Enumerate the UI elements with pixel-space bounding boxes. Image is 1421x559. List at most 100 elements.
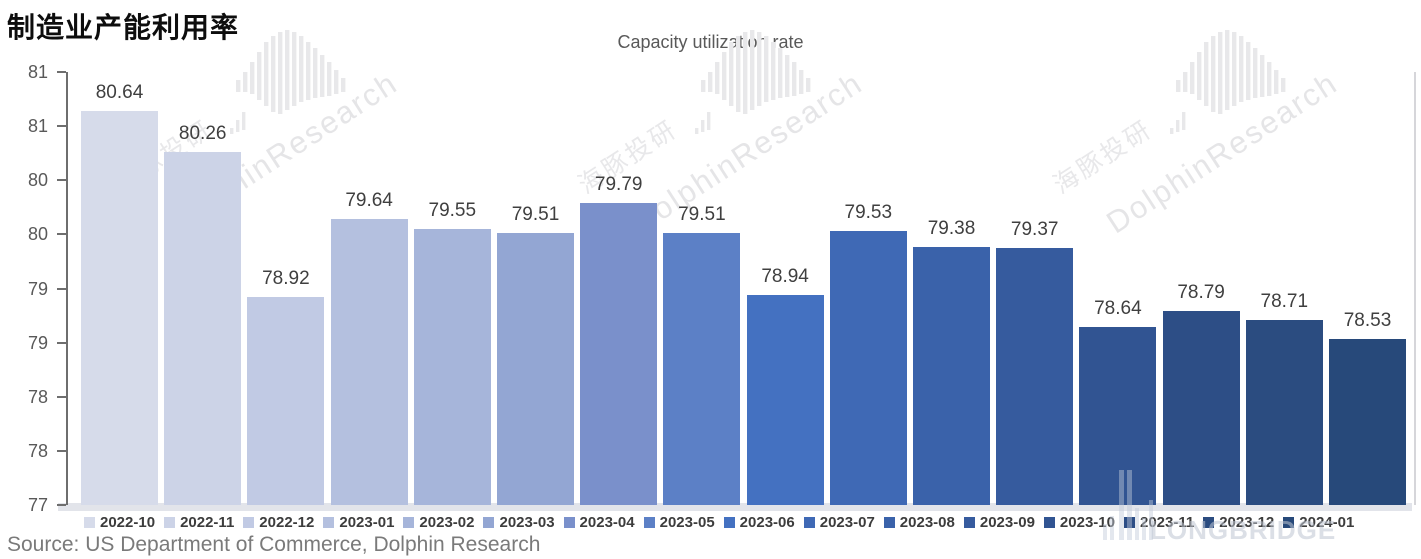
y-tick-mark <box>57 233 66 236</box>
y-tick-mark <box>57 504 66 506</box>
y-axis-line <box>66 72 68 505</box>
bar-2023-10 <box>1079 327 1157 505</box>
plot-right-border <box>1414 72 1416 505</box>
source-note: Source: US Department of Commerce, Dolph… <box>7 533 541 556</box>
legend-item-2024-01: 2024-01 <box>1283 514 1354 531</box>
legend-swatch <box>243 517 255 528</box>
legend-label: 2023-05 <box>659 514 715 531</box>
y-tick-label: 81 <box>27 62 48 82</box>
bar-value-label: 79.38 <box>927 218 976 240</box>
legend-label: 2022-11 <box>180 514 235 531</box>
bar-value-label: 78.71 <box>1260 290 1309 312</box>
y-tick-mark <box>57 395 66 398</box>
legend-swatch <box>1043 517 1055 528</box>
legend-item-2023-04: 2023-04 <box>563 514 635 531</box>
bar-value-label: 80.26 <box>178 123 227 145</box>
y-tick-mark <box>57 287 66 290</box>
legend-swatch <box>1203 517 1215 528</box>
bar-2023-01 <box>330 219 408 505</box>
bar-value-label: 78.79 <box>1177 282 1225 304</box>
bar-value-label: 79.53 <box>844 202 893 224</box>
bar-value-label: 79.79 <box>594 173 643 195</box>
legend-label: 2023-03 <box>499 514 555 531</box>
bar-value-label: 79.51 <box>678 204 726 226</box>
y-tick-label: 78 <box>27 440 48 461</box>
y-tick-mark <box>57 125 66 128</box>
legend-swatch <box>1283 517 1295 528</box>
bar-2023-12 <box>1245 319 1323 505</box>
y-tick-label: 79 <box>27 278 48 299</box>
bar-value-label: 78.53 <box>1343 310 1392 332</box>
legend-swatch <box>963 517 975 528</box>
bar-2024-01 <box>1329 339 1406 505</box>
legend-item-2023-01: 2023-01 <box>323 514 394 531</box>
legend-swatch <box>483 517 495 528</box>
legend-label: 2023-10 <box>1059 514 1115 531</box>
bar-2023-05 <box>663 233 741 505</box>
legend-swatch <box>84 517 95 528</box>
legend-swatch <box>323 517 335 528</box>
legend-item-2023-09: 2023-09 <box>963 514 1035 531</box>
page-title: 制造业产能利用率 <box>7 12 240 43</box>
legend-swatch <box>883 517 895 528</box>
legend-item-2022-11: 2022-11 <box>164 514 234 531</box>
legend-item-2023-05: 2023-05 <box>643 514 715 531</box>
legend-item-2023-08: 2023-08 <box>883 514 955 531</box>
legend-label: 2023-09 <box>979 514 1035 531</box>
y-tick-label: 79 <box>27 332 48 353</box>
bar-2023-08 <box>913 247 990 505</box>
legend-item-2023-12: 2023-12 <box>1203 514 1274 531</box>
legend-swatch <box>643 517 655 528</box>
legend-label: 2023-08 <box>899 514 955 531</box>
y-tick-label: 80 <box>27 170 48 191</box>
legend-item-2023-03: 2023-03 <box>483 514 555 531</box>
bar-value-label: 80.64 <box>95 81 144 103</box>
legend-item-2022-12: 2022-12 <box>243 514 314 531</box>
bar-value-label: 79.37 <box>1010 219 1059 241</box>
bar-value-label: 78.94 <box>761 265 809 287</box>
bar-2023-06 <box>746 294 824 505</box>
bar-2023-04 <box>580 202 658 505</box>
legend-item-2023-06: 2023-06 <box>723 514 795 531</box>
bar-2023-03 <box>497 233 574 505</box>
legend-swatch <box>403 517 415 528</box>
legend-item-2023-07: 2023-07 <box>803 514 875 531</box>
legend-label: 2022-10 <box>100 514 156 531</box>
y-tick-mark <box>57 71 66 73</box>
bar-value-label: 79.55 <box>428 199 477 221</box>
bar-2023-02 <box>413 228 491 505</box>
bar-2022-12 <box>247 297 325 505</box>
legend-label: 2022-12 <box>259 514 315 531</box>
legend-label: 2023-02 <box>419 514 475 531</box>
legend-swatch <box>1123 517 1135 528</box>
y-tick-label: 80 <box>27 224 48 245</box>
bar-value-label: 79.51 <box>511 204 560 226</box>
legend-swatch <box>164 517 176 528</box>
bar-2023-07 <box>829 231 907 505</box>
legend-label: 2023-06 <box>739 514 795 531</box>
legend-item-2023-10: 2023-10 <box>1043 514 1115 531</box>
bar-2023-09 <box>996 248 1074 505</box>
legend-label: 2023-11 <box>1139 514 1195 531</box>
bar-2022-10 <box>81 110 158 505</box>
bar-value-label: 78.92 <box>262 268 310 290</box>
legend-item-2023-02: 2023-02 <box>403 514 474 531</box>
legend-swatch <box>563 517 575 528</box>
y-tick-label: 77 <box>27 495 48 515</box>
legend-swatch <box>723 517 735 528</box>
legend: 2022-10 2022-11 2022-12 2023-01 2023-02 2023-… <box>84 514 1421 531</box>
legend-label: 2023-07 <box>819 514 875 531</box>
x-axis-band <box>58 503 1412 511</box>
legend-swatch <box>803 517 815 528</box>
y-tick-mark <box>57 179 66 182</box>
y-tick-mark <box>57 449 66 452</box>
y-tick-label: 81 <box>27 116 48 137</box>
legend-item-2023-11: 2023-11 <box>1123 514 1195 531</box>
bar-value-label: 79.64 <box>345 190 393 212</box>
y-tick-label: 78 <box>27 386 48 407</box>
bar-value-label: 78.64 <box>1094 298 1142 320</box>
legend-label: 2023-04 <box>579 514 635 531</box>
y-tick-mark <box>57 341 66 344</box>
